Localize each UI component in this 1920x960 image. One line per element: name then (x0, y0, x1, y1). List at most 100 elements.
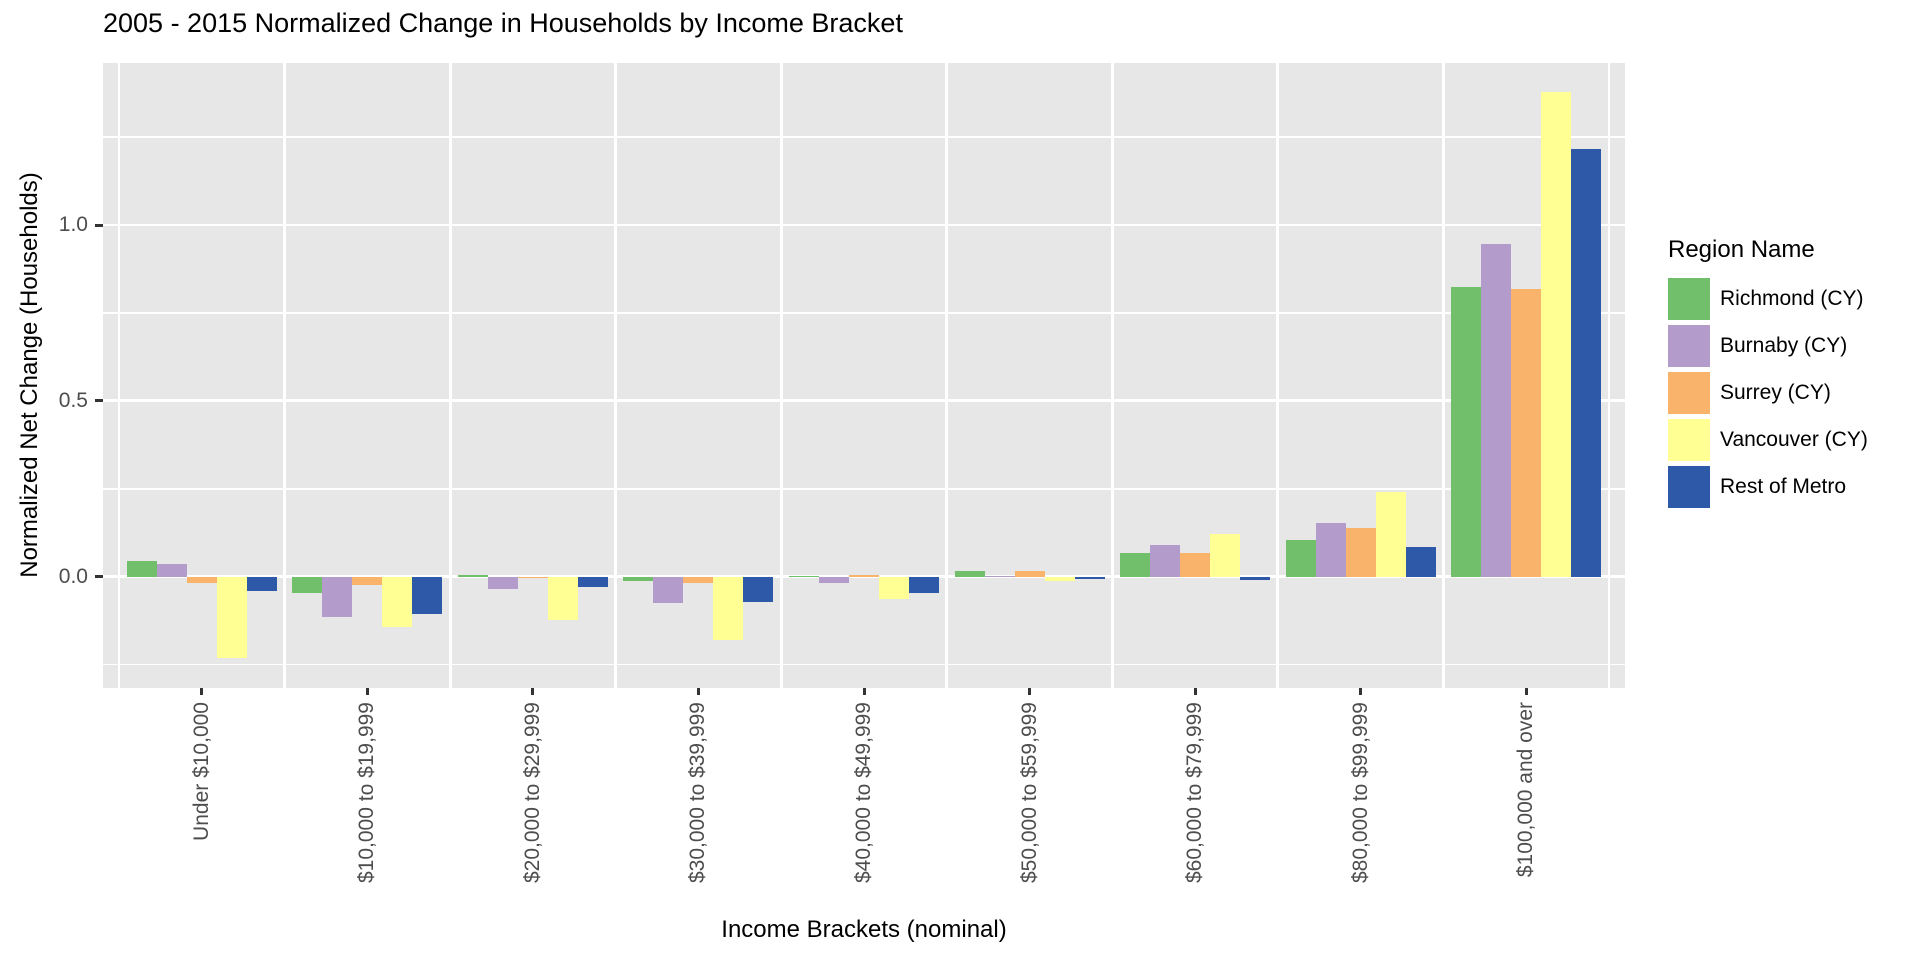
gridline-minor-y (103, 136, 1625, 138)
bar (216, 576, 247, 659)
bar (623, 576, 654, 581)
legend-items: Richmond (CY) Burnaby (CY) Surrey (CY) Vanc… (1668, 278, 1868, 508)
x-tick-label: $10,000 to $19,999 (355, 702, 379, 884)
bar (1345, 528, 1376, 577)
bar (713, 576, 744, 640)
y-tick-mark (95, 399, 103, 403)
bar (457, 574, 488, 577)
gridline-boundary-x (945, 63, 949, 688)
bar (1451, 287, 1482, 577)
bar (954, 570, 985, 577)
bar (849, 574, 879, 577)
bar (322, 576, 353, 617)
x-tick-label: $60,000 to $79,999 (1183, 702, 1207, 884)
bar (517, 576, 548, 579)
legend-item-label: Vancouver (CY) (1720, 428, 1868, 451)
bar (1210, 534, 1241, 577)
legend-item: Rest of Metro (1668, 466, 1868, 508)
legend-item: Vancouver (CY) (1668, 419, 1868, 461)
bar (1240, 576, 1271, 581)
gridline-major-y (103, 575, 1625, 579)
x-tick-mark (696, 688, 700, 695)
bar (1120, 552, 1151, 577)
bar (1074, 576, 1105, 580)
x-tick-mark (1193, 688, 1197, 695)
bar (1014, 570, 1045, 577)
x-tick-mark (1028, 688, 1032, 695)
bar (683, 576, 714, 584)
bar (1571, 149, 1602, 577)
legend-title: Region Name (1668, 236, 1815, 263)
y-axis-title: Normalized Net Change (Households) (16, 172, 43, 578)
bar (1315, 522, 1346, 577)
legend-item-label: Burnaby (CY) (1720, 334, 1848, 357)
x-tick-mark (200, 688, 204, 695)
gridline-boundary-x (448, 63, 452, 688)
bar (1044, 576, 1075, 581)
x-tick-mark (365, 688, 369, 695)
bar (1405, 546, 1436, 577)
y-tick-label: 0.5 (58, 388, 88, 412)
bar (186, 576, 217, 584)
legend-swatch (1668, 325, 1710, 367)
x-tick-label: $50,000 to $59,999 (1017, 702, 1041, 884)
bar (653, 576, 684, 603)
legend-swatch (1668, 466, 1710, 508)
bar (1285, 539, 1316, 577)
x-tick-mark (531, 688, 535, 695)
legend-swatch (1668, 419, 1710, 461)
legend-item-label: Surrey (CY) (1720, 381, 1831, 404)
gridline-boundary-x (1276, 63, 1280, 688)
bar (819, 576, 849, 583)
bar (577, 576, 608, 588)
bar (1150, 545, 1181, 577)
x-tick-mark (1524, 688, 1528, 695)
y-tick-mark (95, 575, 103, 579)
gridline-minor-y (103, 488, 1625, 490)
legend-swatch (1668, 372, 1710, 414)
bar (1375, 491, 1406, 577)
bar (246, 576, 277, 591)
legend-item: Richmond (CY) (1668, 278, 1868, 320)
x-tick-label: $80,000 to $99,999 (1348, 702, 1372, 884)
gridline-boundary-x (1607, 63, 1611, 688)
x-tick-mark (862, 688, 866, 695)
gridline-minor-y (103, 663, 1625, 666)
gridline-boundary-x (117, 63, 121, 688)
legend-swatch (1668, 278, 1710, 320)
legend: Region Name Richmond (CY) Burnaby (CY) Sur… (1668, 236, 1868, 513)
y-tick-label: 0.0 (58, 564, 88, 588)
bar (156, 564, 187, 577)
bar (352, 576, 383, 586)
bar (126, 560, 157, 577)
gridline-boundary-x (1442, 63, 1445, 688)
legend-item-label: Richmond (CY) (1720, 287, 1864, 310)
gridline-boundary-x (283, 63, 286, 688)
x-tick-label: $20,000 to $29,999 (520, 702, 544, 884)
legend-item: Burnaby (CY) (1668, 325, 1868, 367)
y-tick-mark (95, 223, 103, 227)
bar (412, 576, 443, 615)
bar (1481, 243, 1512, 577)
plot-panel (103, 63, 1625, 688)
x-tick-label: $40,000 to $49,999 (852, 702, 875, 884)
bar (292, 576, 323, 594)
gridline-boundary-x (1110, 63, 1114, 688)
x-axis-title: Income Brackets (nominal) (721, 916, 1007, 943)
gridline-major-y (103, 223, 1625, 227)
gridline-boundary-x (779, 63, 783, 688)
legend-item: Surrey (CY) (1668, 372, 1868, 414)
x-tick-label: $100,000 and over (1514, 702, 1538, 878)
bar (1180, 552, 1211, 577)
bar (382, 576, 413, 627)
x-tick-label: Under $10,000 (189, 702, 213, 841)
chart-title: 2005 - 2015 Normalized Change in Househo… (103, 8, 903, 38)
bar (547, 576, 578, 620)
y-tick-label: 1.0 (58, 213, 88, 236)
x-tick-label: $30,000 to $39,999 (686, 702, 710, 884)
bar (879, 576, 909, 600)
x-tick-mark (1359, 688, 1363, 695)
legend-item-label: Rest of Metro (1720, 475, 1847, 498)
bar (743, 576, 774, 602)
